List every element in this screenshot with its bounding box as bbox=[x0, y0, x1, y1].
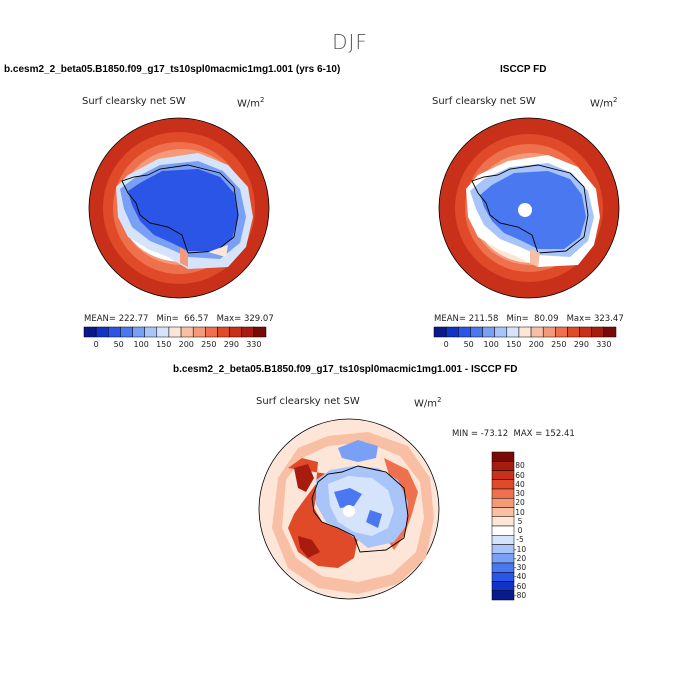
panel2-map bbox=[438, 117, 620, 299]
colorbar-swatch bbox=[458, 326, 471, 338]
colorbar-swatch bbox=[482, 326, 495, 338]
colorbar-tick-label: 60 bbox=[515, 470, 525, 480]
colorbar-swatch bbox=[603, 326, 617, 338]
colorbar-tick-label: 290 bbox=[223, 340, 239, 349]
colorbar-swatch bbox=[491, 590, 515, 601]
panel1-units: W/m2 bbox=[237, 96, 265, 110]
colorbar-swatch bbox=[253, 326, 267, 338]
colorbar-swatch bbox=[144, 326, 158, 338]
colorbar-swatch bbox=[591, 326, 605, 338]
colorbar-tick-label: 250 bbox=[551, 340, 567, 349]
colorbar-tick-label: -5 bbox=[516, 535, 524, 545]
diff-colorbar-labels: 80 60 40 30 20 10 5 0 -5 -10 -20 -30 -40 -60 -80 bbox=[496, 452, 536, 600]
panel2-title: ISCCP FD bbox=[500, 64, 547, 75]
colorbar-tick-label: 0 bbox=[93, 340, 99, 349]
colorbar-swatch bbox=[132, 326, 145, 338]
colorbar-swatch bbox=[530, 326, 544, 338]
panel1-colorbar-labels: 0 50 100 150 200 250 290 330 bbox=[84, 340, 266, 352]
panel1-variable: Surf clearsky net SW bbox=[82, 96, 186, 107]
colorbar-swatch bbox=[108, 326, 121, 338]
colorbar-swatch bbox=[494, 326, 508, 338]
colorbar-tick-label: 330 bbox=[596, 340, 612, 349]
colorbar-swatch bbox=[445, 326, 459, 338]
colorbar-tick-label: 0 bbox=[443, 340, 449, 349]
figure-title: DJF bbox=[332, 30, 368, 54]
colorbar-swatch bbox=[120, 326, 133, 338]
colorbar-tick-label: 200 bbox=[178, 340, 194, 349]
colorbar-swatch bbox=[555, 326, 568, 338]
panel2-colorbar bbox=[433, 326, 617, 338]
panel1-title: b.cesm2_2_beta05.B1850.f09_g17_ts10spl0m… bbox=[4, 64, 341, 75]
colorbar-tick-label: 80 bbox=[515, 461, 525, 471]
colorbar-swatch bbox=[217, 326, 230, 338]
colorbar-swatch bbox=[95, 326, 109, 338]
colorbar-swatch bbox=[180, 326, 194, 338]
diff-panel-units: W/m2 bbox=[414, 396, 442, 410]
colorbar-tick-label: 40 bbox=[515, 479, 525, 489]
colorbar-tick-label: -30 bbox=[513, 563, 527, 572]
colorbar-tick-label: 150 bbox=[506, 340, 522, 349]
colorbar-swatch bbox=[542, 326, 556, 338]
panel2-variable: Surf clearsky net SW bbox=[432, 96, 536, 107]
colorbar-swatch bbox=[518, 326, 532, 338]
colorbar-tick-label: 150 bbox=[156, 340, 172, 349]
colorbar-swatch bbox=[579, 326, 592, 338]
panel1-map bbox=[88, 117, 270, 299]
colorbar-tick-label: 250 bbox=[201, 340, 217, 349]
colorbar-swatch bbox=[229, 326, 242, 338]
colorbar-tick-label: 100 bbox=[133, 340, 149, 349]
colorbar-tick-label: 10 bbox=[515, 507, 525, 517]
panel1-colorbar bbox=[83, 326, 267, 338]
colorbar-tick-label: -60 bbox=[513, 581, 527, 591]
diff-panel-title: b.cesm2_2_beta05.B1850.f09_g17_ts10spl0m… bbox=[173, 364, 518, 375]
colorbar-swatch bbox=[433, 326, 447, 338]
colorbar-tick-label: 30 bbox=[515, 489, 525, 498]
colorbar-tick-label: 50 bbox=[463, 340, 474, 349]
colorbar-tick-label: 330 bbox=[246, 340, 262, 349]
colorbar-swatch bbox=[470, 326, 483, 338]
colorbar-swatch bbox=[567, 326, 580, 338]
colorbar-swatch bbox=[168, 326, 182, 338]
colorbar-tick-label: 0 bbox=[517, 526, 523, 535]
panel2-units: W/m2 bbox=[590, 96, 618, 110]
colorbar-swatch bbox=[192, 326, 206, 338]
colorbar-tick-label: 20 bbox=[515, 498, 525, 508]
diff-map bbox=[258, 418, 440, 600]
colorbar-tick-label: 5 bbox=[517, 516, 523, 526]
diff-panel-variable: Surf clearsky net SW bbox=[256, 396, 360, 407]
colorbar-tick-label: 100 bbox=[483, 340, 499, 349]
colorbar-tick-label: 50 bbox=[113, 340, 124, 349]
panel1-stats: MEAN= 222.77 Min= 66.57 Max= 329.07 bbox=[84, 314, 274, 324]
colorbar-swatch bbox=[205, 326, 218, 338]
colorbar-tick-label: 290 bbox=[573, 340, 589, 349]
panel2-stats: MEAN= 211.58 Min= 80.09 Max= 323.47 bbox=[434, 314, 624, 324]
colorbar-swatch bbox=[506, 326, 520, 338]
colorbar-tick-label: 200 bbox=[528, 340, 544, 349]
diff-colorbar bbox=[491, 451, 515, 601]
panel2-colorbar-labels: 0 50 100 150 200 250 290 330 bbox=[434, 340, 616, 352]
colorbar-swatch bbox=[241, 326, 255, 338]
colorbar-swatch bbox=[83, 326, 97, 338]
diff-panel-stats: MIN = -73.12 MAX = 152.41 bbox=[452, 429, 575, 439]
colorbar-tick-label: -10 bbox=[513, 544, 527, 554]
colorbar-tick-label: -80 bbox=[513, 590, 527, 600]
colorbar-swatch bbox=[156, 326, 170, 338]
colorbar-tick-label: -40 bbox=[513, 572, 527, 582]
colorbar-tick-label: -20 bbox=[513, 553, 527, 563]
